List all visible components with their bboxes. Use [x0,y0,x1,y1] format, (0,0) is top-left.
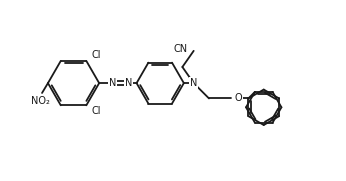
Text: NO₂: NO₂ [31,96,49,106]
Text: Cl: Cl [91,50,101,60]
Text: CN: CN [174,44,188,54]
Text: N: N [109,78,117,88]
Text: Cl: Cl [91,106,101,116]
Text: O: O [235,93,242,103]
Text: N: N [125,78,133,88]
Text: N: N [190,78,197,88]
